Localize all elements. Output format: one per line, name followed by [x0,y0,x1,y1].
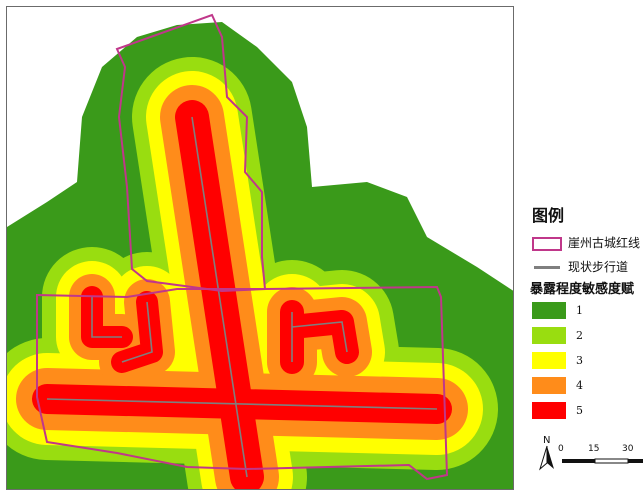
class-legend-title: 暴露程度敏感度赋 [530,282,635,297]
class-label: 1 [576,304,583,317]
north-arrow-icon [539,445,554,471]
map-legend: 图例 崖州古城红线 现状步行道 暴露程度敏感度赋 1 2 3 4 5 N [528,202,643,490]
boundary-symbol [532,236,562,251]
scale-tick: 15 [588,444,600,454]
legend-item-boundary: 崖州古城红线 [532,234,640,251]
class-swatch [532,327,566,344]
class-label: 2 [576,329,583,342]
old-town-boundary [36,13,449,481]
path-label: 现状步行道 [568,260,629,274]
class-label: 4 [576,379,583,392]
legend-title: 图例 [532,206,565,225]
class-swatch [532,352,566,369]
north-label: N [543,435,551,446]
class-swatch [532,302,566,319]
scale-tick: 30 [622,444,634,454]
walking-paths [46,116,438,478]
scale-bar [562,458,643,464]
map-frame[interactable] [6,6,514,490]
class-label: 3 [576,354,583,367]
class-swatch [532,402,566,419]
path-line-symbol [534,266,560,269]
boundary-label: 崖州古城红线 [568,236,641,250]
scale-bar-group: N 0 15 30 [538,435,643,475]
class-label: 5 [576,404,583,417]
scale-tick: 0 [558,444,564,454]
class-swatch [532,377,566,394]
map-canvas[interactable] [7,7,514,490]
legend-item-path: 现状步行道 [532,258,628,275]
